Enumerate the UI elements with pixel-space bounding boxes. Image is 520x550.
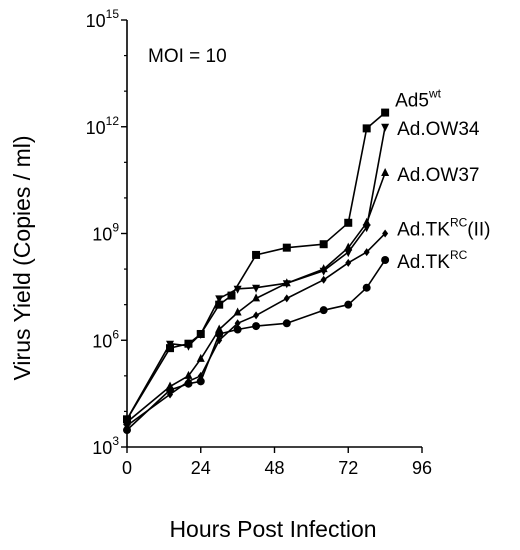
series-label: Ad.TKRC: [397, 248, 467, 273]
series-label: Ad.OW34: [397, 119, 480, 140]
series-ad-ow37-point: [362, 217, 371, 226]
series-ad-tkrc-point: [184, 379, 193, 388]
series-ad-ow37: [123, 168, 390, 426]
series-ad-tkrc-ii-point: [320, 275, 327, 284]
series-ad5wt-point: [344, 218, 353, 227]
series-ad-ow37-point: [319, 264, 328, 273]
series-ad-ow34-point: [233, 285, 242, 294]
series-ad-ow34-point: [166, 340, 175, 349]
x-tick-label: 24: [191, 458, 211, 478]
series-ad-tkrc: [123, 255, 390, 435]
series-ad5wt-line: [126, 111, 386, 420]
series-ad5wt-point: [252, 250, 261, 259]
series-ad-tkrc-point: [123, 426, 131, 435]
axes: [126, 20, 422, 448]
series-label: Ad.OW37: [397, 165, 479, 186]
series-ad-tkrc-ii-point: [253, 311, 260, 320]
series-ad-tkrc-point: [166, 385, 175, 394]
x-tick-label: 96: [412, 458, 432, 478]
y-tick-label: 103: [92, 434, 119, 458]
series-label: Ad5wt: [395, 87, 441, 112]
x-tick-label: 72: [338, 458, 358, 478]
y-tick-label: 109: [92, 221, 119, 245]
moi-annotation: MOI = 10: [148, 46, 227, 67]
series-ad-ow37-point: [381, 168, 390, 177]
series-ad5wt-point: [381, 108, 390, 117]
series-label: Ad.TKRC(II): [397, 216, 490, 241]
series-ad-ow34: [123, 123, 390, 425]
series-ad-tkrc-point: [233, 325, 242, 334]
series-ad-tkrc-point: [215, 329, 224, 338]
x-tick-label: 48: [264, 458, 284, 478]
series-ad-ow34-point: [344, 249, 353, 258]
x-tick-label: 0: [122, 458, 132, 478]
series-ad-tkrc-point: [282, 319, 291, 328]
series-ad-tkrc-point: [196, 377, 205, 386]
series-ad5wt-point: [282, 243, 291, 252]
series-ad-tkrc-point: [252, 322, 261, 331]
y-tick-label: 106: [92, 327, 119, 351]
series-ad-ow34-point: [381, 123, 390, 132]
series-ad-ow34-point: [215, 295, 224, 304]
series-ad-tkrc-point: [344, 300, 353, 309]
y-tick-label: 1015: [86, 7, 120, 31]
series-ad-ow34-point: [196, 330, 205, 339]
series-ad5wt-point: [227, 291, 236, 300]
series-ad-tkrc-ii-point: [382, 229, 389, 238]
series-labels: Ad5wt Ad.OW34 Ad.OW37 Ad.TKRC(II) Ad.TKRC: [395, 87, 490, 273]
series-ad-ow37-point: [233, 307, 242, 316]
series-ad-tkrc-point: [319, 306, 328, 315]
series-ad-tkrc-point: [381, 255, 390, 264]
series-layer: [123, 108, 390, 435]
series-ad5wt: [123, 108, 390, 424]
series-ad-tkrc-ii-point: [234, 319, 241, 328]
series-ad-ow34-point: [252, 284, 261, 293]
series-ad-ow37-point: [123, 417, 131, 426]
series-ad-ow37-point: [196, 353, 205, 362]
series-ad-ow34-line: [126, 126, 386, 420]
series-ad-ow34-point: [184, 342, 193, 351]
series-ad5wt-point: [215, 300, 224, 309]
series-ad5wt-point: [362, 124, 371, 133]
ticks: 0 24 48 72 96 103 106 109 1012 1015: [86, 7, 432, 478]
x-axis-title: Hours Post Infection: [169, 516, 376, 542]
series-ad-ow37-point: [252, 293, 261, 302]
series-ad-ow37-point: [344, 242, 353, 251]
y-tick-label: 1012: [86, 114, 120, 138]
series-ad-tkrc-ii-point: [283, 294, 290, 303]
series-ad-tkrc-point: [362, 283, 371, 292]
series-ad-ow37-point: [282, 278, 291, 287]
series-ad-tkrc-ii-point: [363, 248, 370, 257]
series-ad-ow37-point: [184, 370, 193, 379]
series-ad5wt-point: [319, 240, 328, 249]
y-axis-title: Virus Yield (Copies / ml): [9, 136, 35, 381]
series-ad-tkrc-ii-point: [345, 258, 352, 267]
